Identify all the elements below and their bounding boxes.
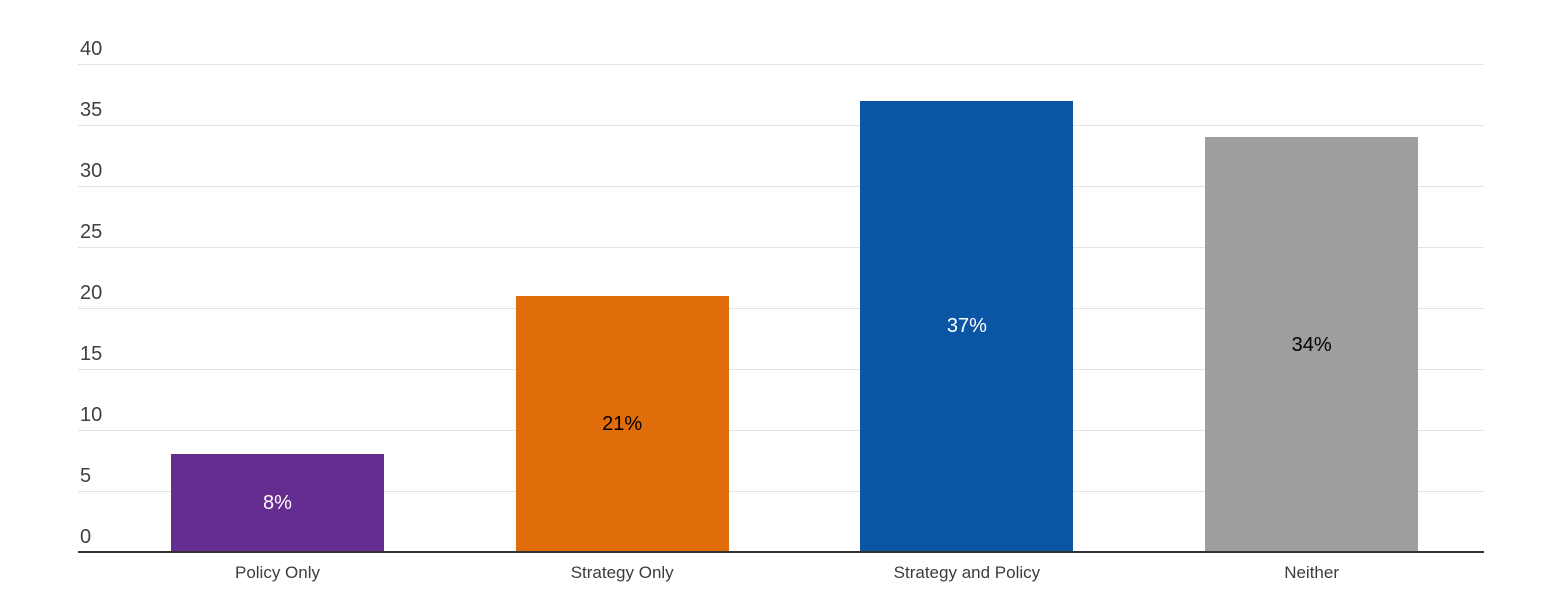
gridline-15 — [78, 369, 1484, 370]
bar-policy-only — [171, 454, 384, 552]
y-axis-tick-label-5: 5 — [80, 465, 92, 487]
gridline-25 — [78, 247, 1484, 248]
gridline-40 — [78, 64, 1484, 65]
bar-neither — [1205, 137, 1418, 552]
y-axis-tick-label-20: 20 — [80, 282, 103, 304]
gridline-5 — [78, 491, 1484, 492]
gridline-30 — [78, 186, 1484, 187]
x-axis-category-label-policy-only: Policy Only — [234, 563, 321, 582]
bar-value-label-policy-only: 8% — [263, 492, 292, 514]
gridline-35 — [78, 125, 1484, 126]
bar-value-label-strategy-and-policy: 37% — [946, 315, 987, 337]
bar-strategy-and-policy — [860, 101, 1073, 552]
y-axis-tick-label-25: 25 — [80, 221, 103, 243]
gridline-20 — [78, 308, 1484, 309]
gridline-10 — [78, 430, 1484, 431]
x-axis-category-label-neither: Neither — [1284, 563, 1339, 582]
y-axis-tick-label-30: 30 — [80, 160, 103, 182]
y-axis-tick-label-15: 15 — [80, 343, 103, 365]
y-axis-tick-label-35: 35 — [80, 99, 103, 121]
bar-strategy-only — [516, 296, 729, 552]
bar-value-label-strategy-only: 21% — [602, 413, 643, 435]
y-axis-tick-label-0: 0 — [80, 526, 92, 548]
x-axis-category-label-strategy-only: Strategy Only — [570, 563, 674, 582]
y-axis-tick-label-10: 10 — [80, 404, 103, 426]
y-axis-tick-label-40: 40 — [80, 38, 103, 60]
bar-value-label-neither: 34% — [1291, 334, 1332, 356]
x-axis-category-label-strategy-and-policy: Strategy and Policy — [893, 563, 1041, 582]
x-axis-line — [78, 551, 1484, 553]
